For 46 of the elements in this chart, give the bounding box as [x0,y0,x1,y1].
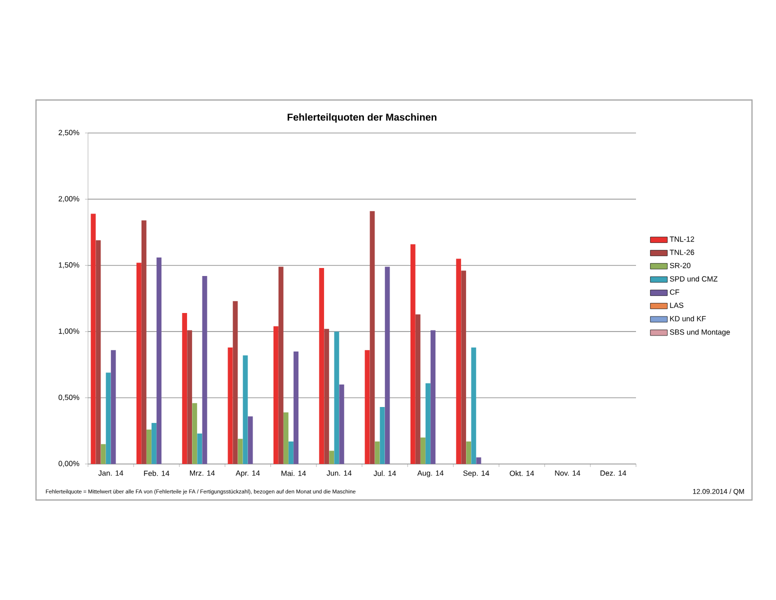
bar [146,430,152,464]
bar [228,347,233,464]
bar [456,258,462,464]
bar [106,372,111,464]
bar [187,330,192,464]
bar [248,416,253,464]
bar [430,330,436,464]
bar [284,412,288,464]
bar [288,441,294,464]
bar [110,350,116,464]
bar [426,383,430,464]
bar [374,441,380,464]
bar [90,214,96,464]
bar [202,276,208,464]
bar [329,450,334,464]
bar [334,332,340,464]
bar [319,268,324,464]
bar [471,347,476,464]
bar [192,403,198,464]
bar [238,438,243,464]
bar [476,457,482,464]
bar [384,266,390,464]
bar [410,244,416,464]
bar [364,350,370,464]
bar [152,422,156,464]
bar [380,407,385,464]
bar [415,314,420,464]
chart-title: Fehlerteilquoten der Maschinen [288,113,436,123]
bar [324,328,330,464]
bar [420,438,426,464]
bar [273,326,278,464]
bar [461,270,466,464]
bar [136,262,142,464]
bar [96,240,101,464]
bar [294,351,298,464]
bar [232,301,238,464]
bar [100,444,106,464]
bar [339,384,344,464]
bar [182,313,188,464]
bar [197,434,202,464]
bar [466,441,472,464]
bar [156,257,162,464]
bar [242,355,248,464]
bar [278,266,284,464]
bar [370,211,375,464]
bar [141,220,146,464]
